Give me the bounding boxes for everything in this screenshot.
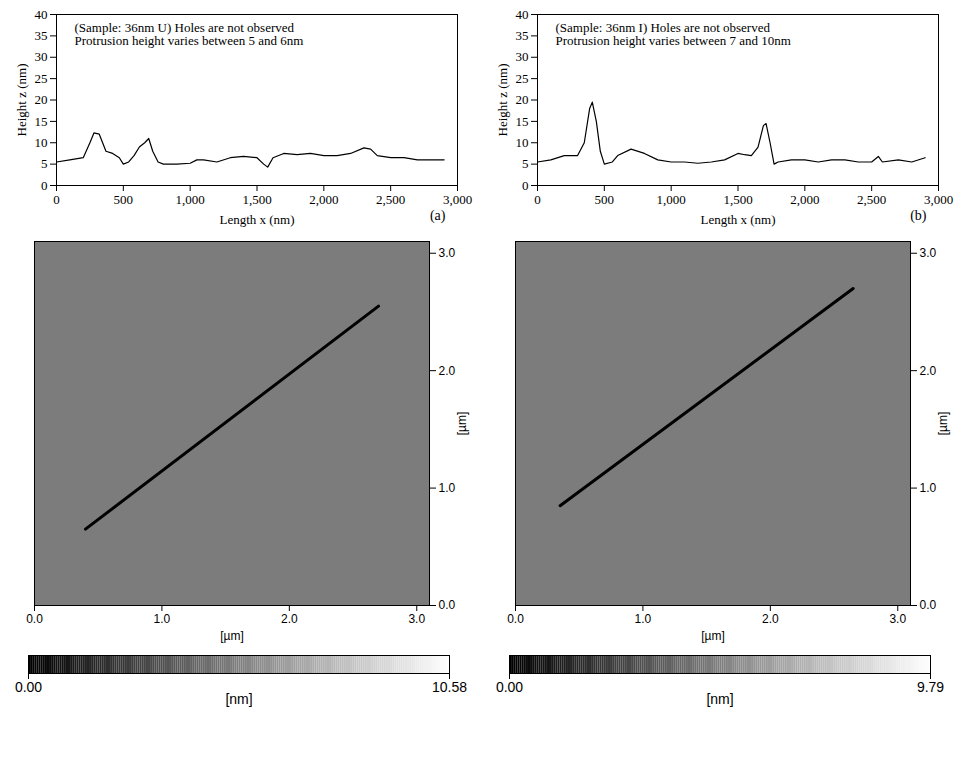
svg-text:1.0: 1.0 — [920, 481, 937, 495]
svg-text:3.0: 3.0 — [889, 612, 906, 626]
svg-text:25: 25 — [516, 71, 529, 86]
svg-text:0: 0 — [522, 178, 529, 193]
svg-text:3.0: 3.0 — [920, 246, 937, 260]
svg-text:3,000: 3,000 — [924, 192, 953, 207]
svg-text:(a): (a) — [430, 208, 446, 224]
svg-text:0: 0 — [534, 192, 541, 207]
svg-text:2.0: 2.0 — [281, 612, 298, 626]
svg-text:(b): (b) — [910, 208, 927, 224]
svg-text:0.0: 0.0 — [920, 598, 937, 612]
svg-text:10: 10 — [35, 135, 48, 150]
svg-text:35: 35 — [35, 28, 48, 43]
svg-text:1,500: 1,500 — [723, 192, 752, 207]
svg-text:3.0: 3.0 — [408, 612, 425, 626]
svg-text:40: 40 — [516, 7, 529, 22]
svg-text:40: 40 — [35, 7, 48, 22]
svg-text:0.00: 0.00 — [15, 679, 42, 695]
svg-text:Length x (nm): Length x (nm) — [219, 212, 294, 227]
svg-text:20: 20 — [35, 92, 48, 107]
svg-text:2,500: 2,500 — [857, 192, 886, 207]
svg-text:5: 5 — [41, 156, 48, 171]
svg-text:35: 35 — [516, 28, 529, 43]
svg-text:2,000: 2,000 — [309, 192, 338, 207]
svg-text:1,000: 1,000 — [657, 192, 686, 207]
svg-text:10.58: 10.58 — [432, 679, 467, 695]
svg-text:Height z (nm): Height z (nm) — [14, 64, 29, 137]
svg-text:[µm]: [µm] — [455, 412, 469, 436]
svg-text:30: 30 — [35, 49, 48, 64]
svg-text:500: 500 — [114, 192, 134, 207]
svg-text:20: 20 — [516, 92, 529, 107]
svg-text:[µm]: [µm] — [220, 629, 244, 643]
svg-text:Length x (nm): Length x (nm) — [700, 212, 775, 227]
svg-text:2.0: 2.0 — [920, 364, 937, 378]
svg-text:5: 5 — [522, 156, 529, 171]
svg-text:3.0: 3.0 — [439, 246, 456, 260]
svg-text:3,000: 3,000 — [443, 192, 472, 207]
svg-text:9.79: 9.79 — [917, 679, 944, 695]
svg-text:0.0: 0.0 — [26, 612, 43, 626]
svg-text:1.0: 1.0 — [154, 612, 171, 626]
svg-text:500: 500 — [595, 192, 615, 207]
svg-text:[µm]: [µm] — [936, 412, 950, 436]
svg-text:[nm]: [nm] — [225, 691, 252, 707]
svg-text:(Sample: 36nm I) Holes are not: (Sample: 36nm I) Holes are not observedP… — [556, 20, 791, 48]
svg-text:2.0: 2.0 — [762, 612, 779, 626]
svg-text:15: 15 — [516, 114, 529, 129]
svg-text:2,000: 2,000 — [790, 192, 819, 207]
svg-text:2.0: 2.0 — [439, 364, 456, 378]
svg-text:0: 0 — [41, 178, 48, 193]
svg-text:(Sample: 36nm U) Holes are not: (Sample: 36nm U) Holes are not observedP… — [75, 20, 304, 48]
svg-text:30: 30 — [516, 49, 529, 64]
svg-text:0.0: 0.0 — [507, 612, 524, 626]
svg-text:[nm]: [nm] — [706, 691, 733, 707]
svg-text:0: 0 — [53, 192, 60, 207]
svg-text:1,000: 1,000 — [176, 192, 205, 207]
svg-text:Height z (nm): Height z (nm) — [495, 64, 510, 137]
svg-text:1,500: 1,500 — [242, 192, 271, 207]
svg-text:0.00: 0.00 — [496, 679, 523, 695]
svg-text:25: 25 — [35, 71, 48, 86]
svg-text:1.0: 1.0 — [635, 612, 652, 626]
svg-text:15: 15 — [35, 114, 48, 129]
svg-text:10: 10 — [516, 135, 529, 150]
svg-text:1.0: 1.0 — [439, 481, 456, 495]
svg-text:0.0: 0.0 — [439, 598, 456, 612]
svg-text:[µm]: [µm] — [701, 629, 725, 643]
svg-text:2,500: 2,500 — [376, 192, 405, 207]
